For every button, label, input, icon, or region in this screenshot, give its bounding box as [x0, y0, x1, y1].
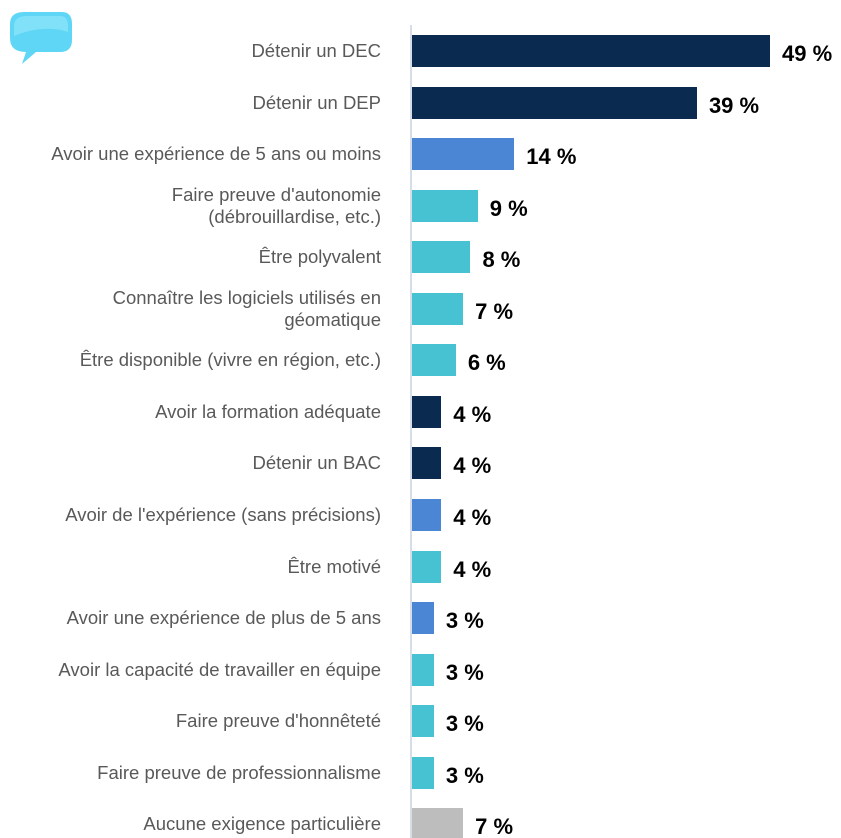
bar	[412, 498, 442, 531]
category-label: Aucune exigence particulière	[143, 813, 381, 835]
category-label: Détenir un DEP	[252, 91, 381, 113]
bar	[412, 395, 442, 428]
bar	[412, 35, 770, 67]
category-label: Être polyvalent	[258, 246, 381, 268]
axis-line	[410, 25, 412, 838]
category-label: Avoir une expérience de 5 ans ou moins	[51, 143, 381, 165]
category-label: Faire preuve de professionnalisme	[97, 761, 381, 783]
category-label: Avoir de l'expérience (sans précisions)	[65, 503, 381, 525]
category-label: Faire preuve d'autonomie (débrouillardis…	[171, 183, 381, 227]
bar	[412, 241, 471, 274]
bar	[412, 550, 442, 583]
value-label: 4 %	[453, 453, 492, 479]
value-label: 4 %	[453, 556, 492, 582]
bar	[412, 756, 434, 789]
value-label: 3 %	[445, 711, 484, 737]
value-label: 9 %	[489, 195, 528, 221]
value-label: 7 %	[475, 814, 514, 838]
category-label: Avoir la formation adéquate	[155, 400, 381, 422]
bar	[412, 292, 464, 325]
value-label: 8 %	[482, 247, 521, 273]
value-label: 6 %	[467, 350, 506, 376]
category-label: Connaître les logiciels utilisés en géom…	[112, 286, 381, 330]
bar	[412, 344, 456, 377]
category-label: Détenir un BAC	[252, 452, 381, 474]
value-label: 4 %	[453, 504, 492, 530]
category-label: Avoir la capacité de travailler en équip…	[58, 658, 381, 680]
value-label: 49 %	[782, 41, 833, 66]
value-label: 4 %	[453, 401, 492, 427]
bar	[412, 86, 697, 119]
value-label: 7 %	[475, 298, 514, 324]
bar	[412, 138, 515, 171]
category-label: Avoir une expérience de plus de 5 ans	[66, 607, 381, 629]
bar	[412, 705, 434, 738]
value-label: 14 %	[526, 144, 577, 170]
value-label: 3 %	[445, 659, 484, 685]
value-label: 3 %	[445, 762, 484, 788]
value-label: 39 %	[708, 92, 760, 118]
bar	[412, 808, 464, 838]
category-label: Être motivé	[287, 555, 381, 577]
category-label: Détenir un DEC	[251, 40, 381, 61]
bar	[412, 447, 442, 480]
bar	[412, 653, 434, 686]
bar	[412, 602, 434, 635]
speech-bubble-icon	[10, 12, 72, 64]
value-label: 3 %	[445, 608, 484, 634]
category-label: Faire preuve d'honnêteté	[175, 710, 381, 732]
bar	[412, 189, 478, 222]
category-label: Être disponible (vivre en région, etc.)	[79, 349, 381, 371]
